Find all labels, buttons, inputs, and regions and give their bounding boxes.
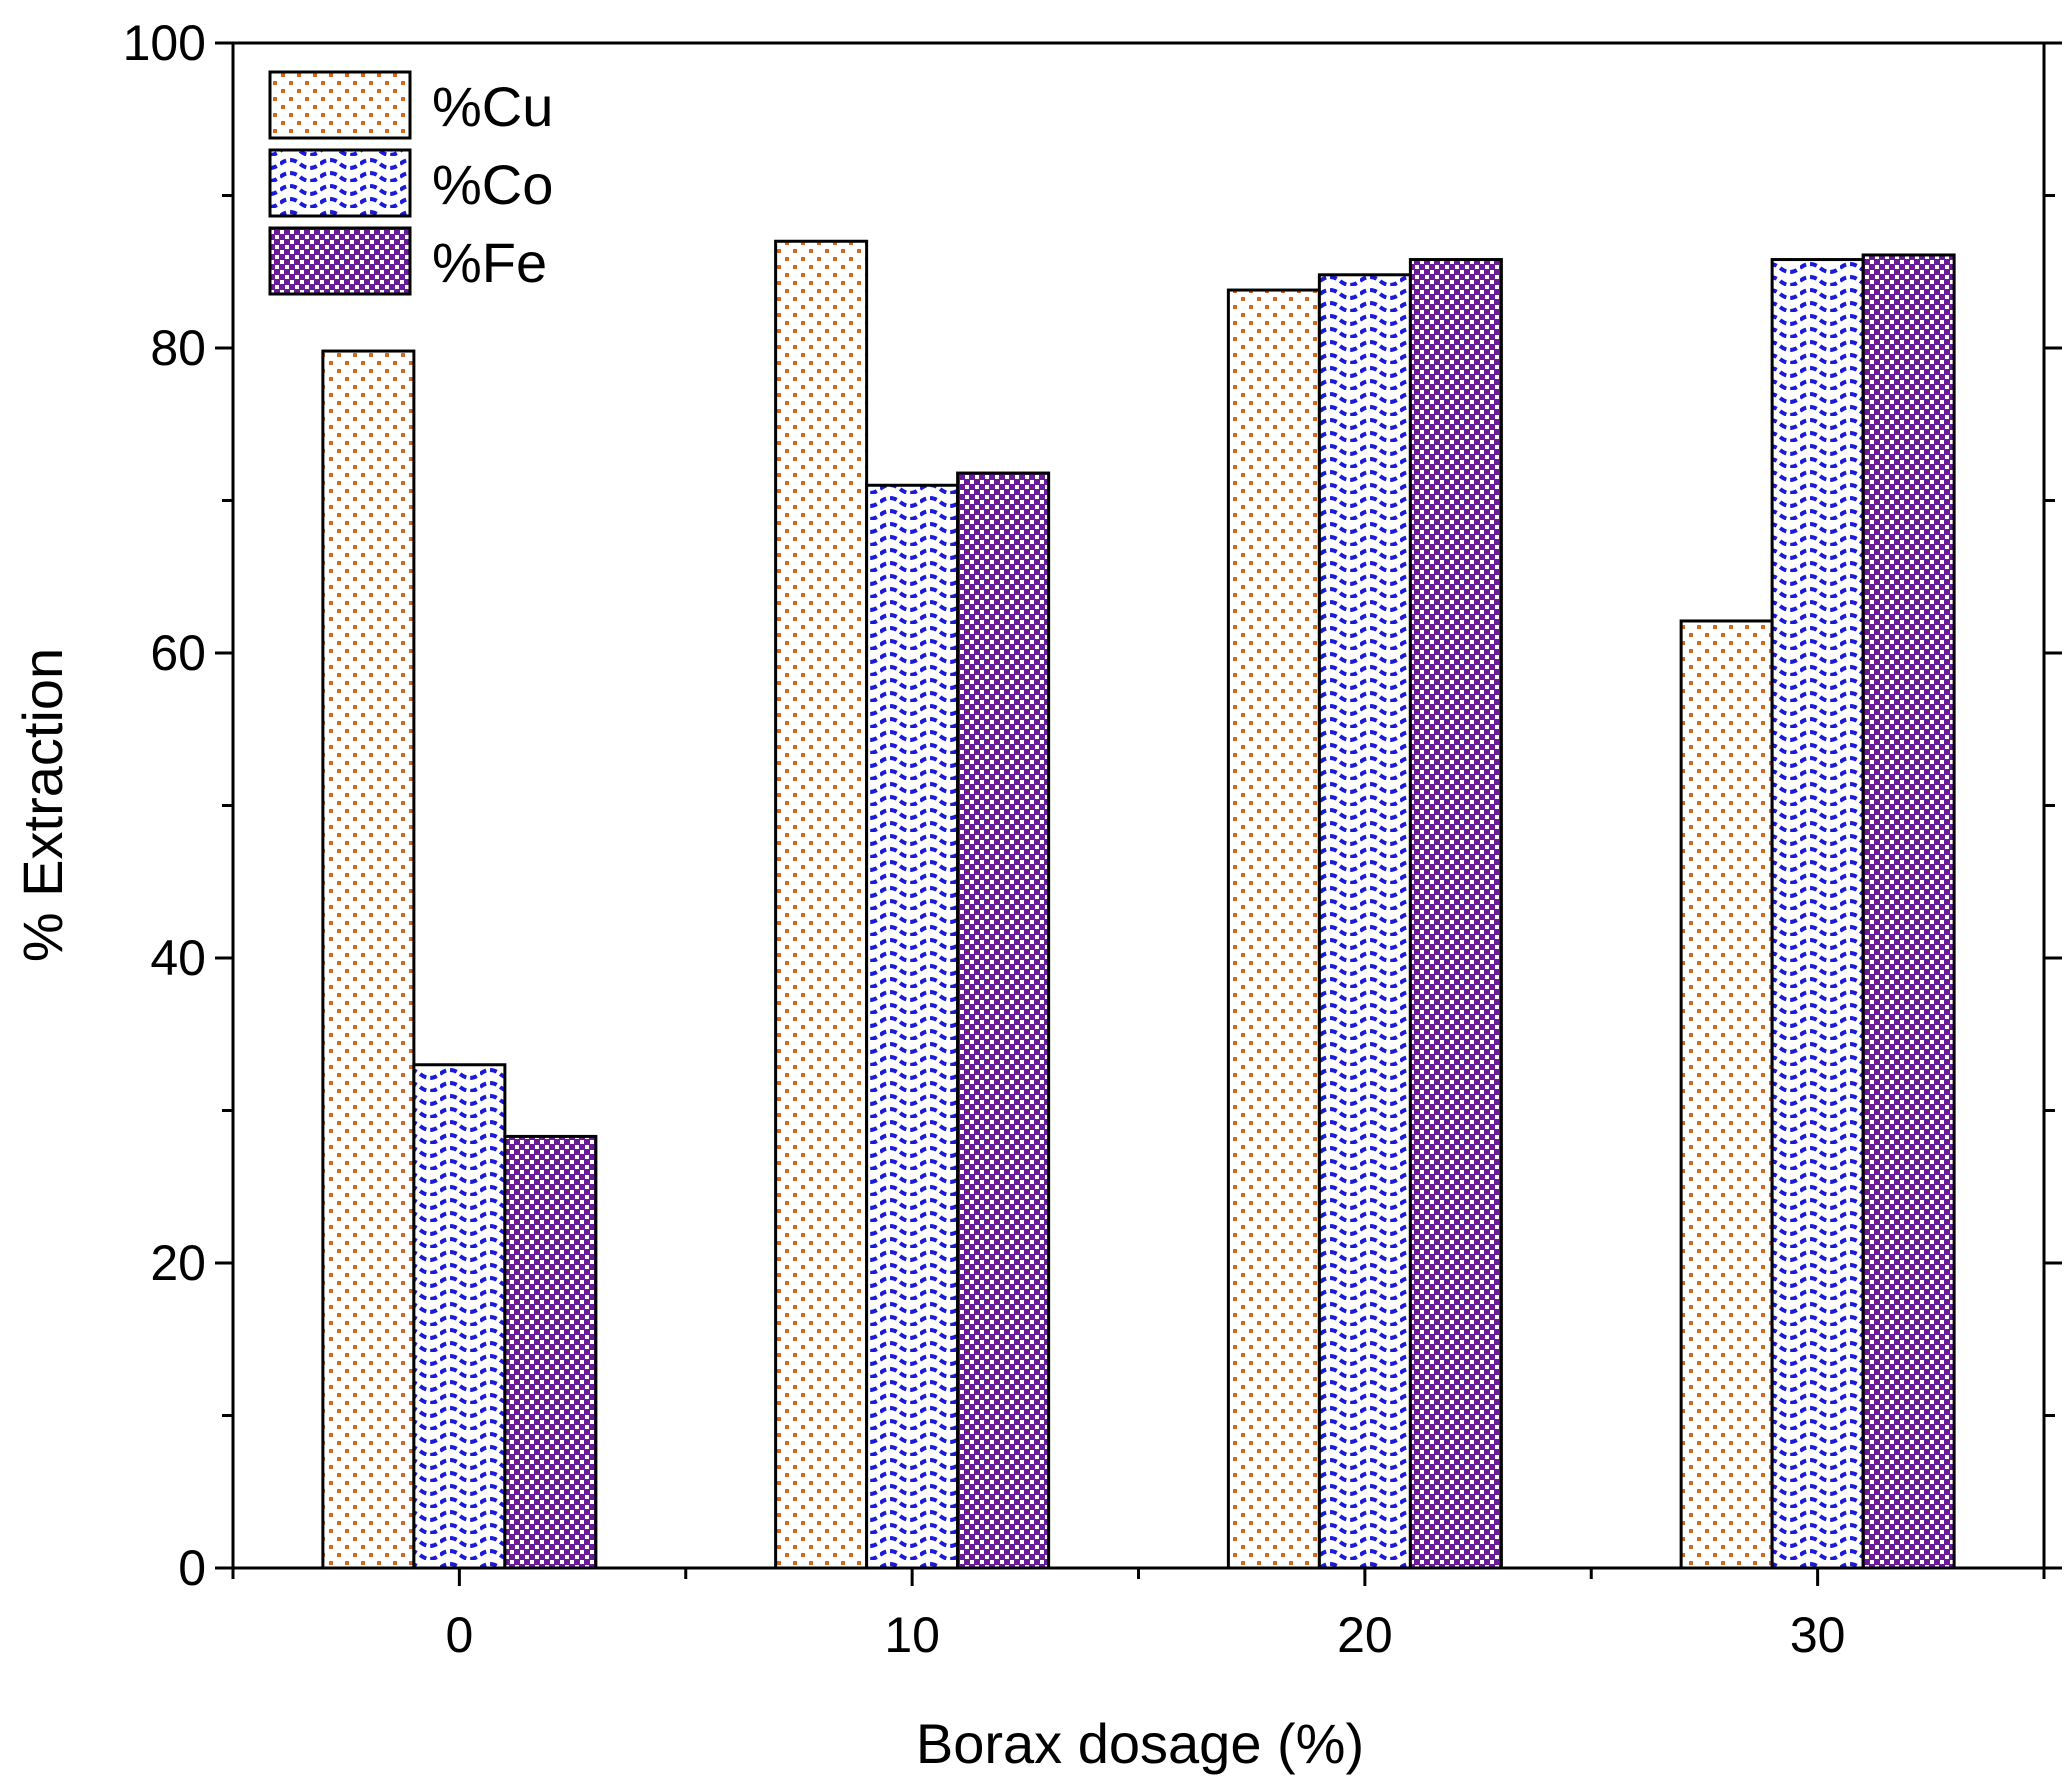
y-tick-label: 20 [150, 1235, 206, 1291]
legend-swatch-co [268, 148, 412, 218]
legend: %Cu %Co %Fe [268, 70, 553, 296]
bar-co-10 [865, 483, 960, 1570]
y-axis-title: % Extraction [11, 648, 74, 962]
bar-fe-30 [1861, 253, 1956, 1570]
x-tick-label: 10 [884, 1607, 940, 1663]
bar-cu-30 [1679, 619, 1774, 1570]
bar-cu-20 [1226, 288, 1321, 1570]
bars-layer [321, 239, 1956, 1570]
bar-co-30 [1770, 258, 1865, 1570]
legend-label-cu: %Cu [432, 75, 553, 138]
axes-layer: 0 20 40 60 80 100 0 10 20 30 [123, 15, 2062, 1663]
x-tick-label: 30 [1790, 1607, 1846, 1663]
y-tick-label: 40 [150, 930, 206, 986]
y-tick-label: 100 [123, 15, 206, 71]
y-tick-label: 60 [150, 625, 206, 681]
legend-swatch-fe [268, 226, 412, 296]
x-axis-title: Borax dosage (%) [916, 1712, 1364, 1775]
x-tick-label: 0 [445, 1607, 473, 1663]
bar-co-20 [1317, 273, 1412, 1570]
bar-fe-10 [956, 471, 1051, 1570]
legend-label-co: %Co [432, 153, 553, 216]
bar-fe-20 [1408, 258, 1503, 1570]
legend-label-fe: %Fe [432, 231, 547, 294]
bar-cu-10 [774, 239, 869, 1570]
bar-cu-0 [321, 349, 416, 1570]
y-tick-label: 0 [178, 1540, 206, 1596]
bar-fe-0 [503, 1134, 598, 1570]
x-tick-label: 20 [1337, 1607, 1393, 1663]
bar-co-0 [412, 1063, 507, 1570]
y-tick-label: 80 [150, 320, 206, 376]
legend-swatch-cu [268, 70, 412, 140]
